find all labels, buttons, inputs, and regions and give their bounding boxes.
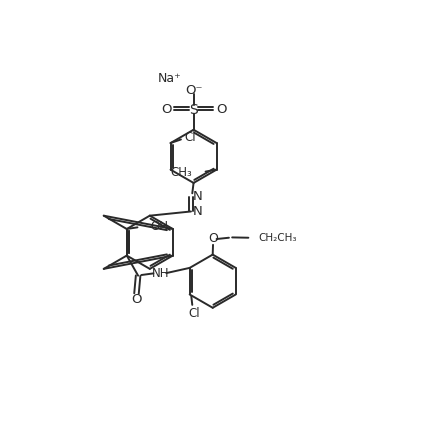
Text: Cl: Cl — [185, 131, 197, 144]
Text: N: N — [192, 190, 202, 203]
Text: O: O — [161, 103, 171, 116]
Text: S: S — [189, 102, 198, 117]
Text: CH₂CH₃: CH₂CH₃ — [259, 233, 297, 243]
Text: O: O — [208, 232, 218, 245]
Text: CH₃: CH₃ — [171, 166, 192, 180]
Text: Na⁺: Na⁺ — [157, 72, 181, 85]
Text: O⁻: O⁻ — [185, 84, 202, 97]
Text: OH: OH — [150, 220, 168, 233]
Text: Cl: Cl — [188, 307, 200, 321]
Text: N: N — [192, 205, 202, 218]
Text: O: O — [216, 103, 226, 116]
Text: O: O — [131, 293, 142, 306]
Text: NH: NH — [152, 267, 170, 279]
